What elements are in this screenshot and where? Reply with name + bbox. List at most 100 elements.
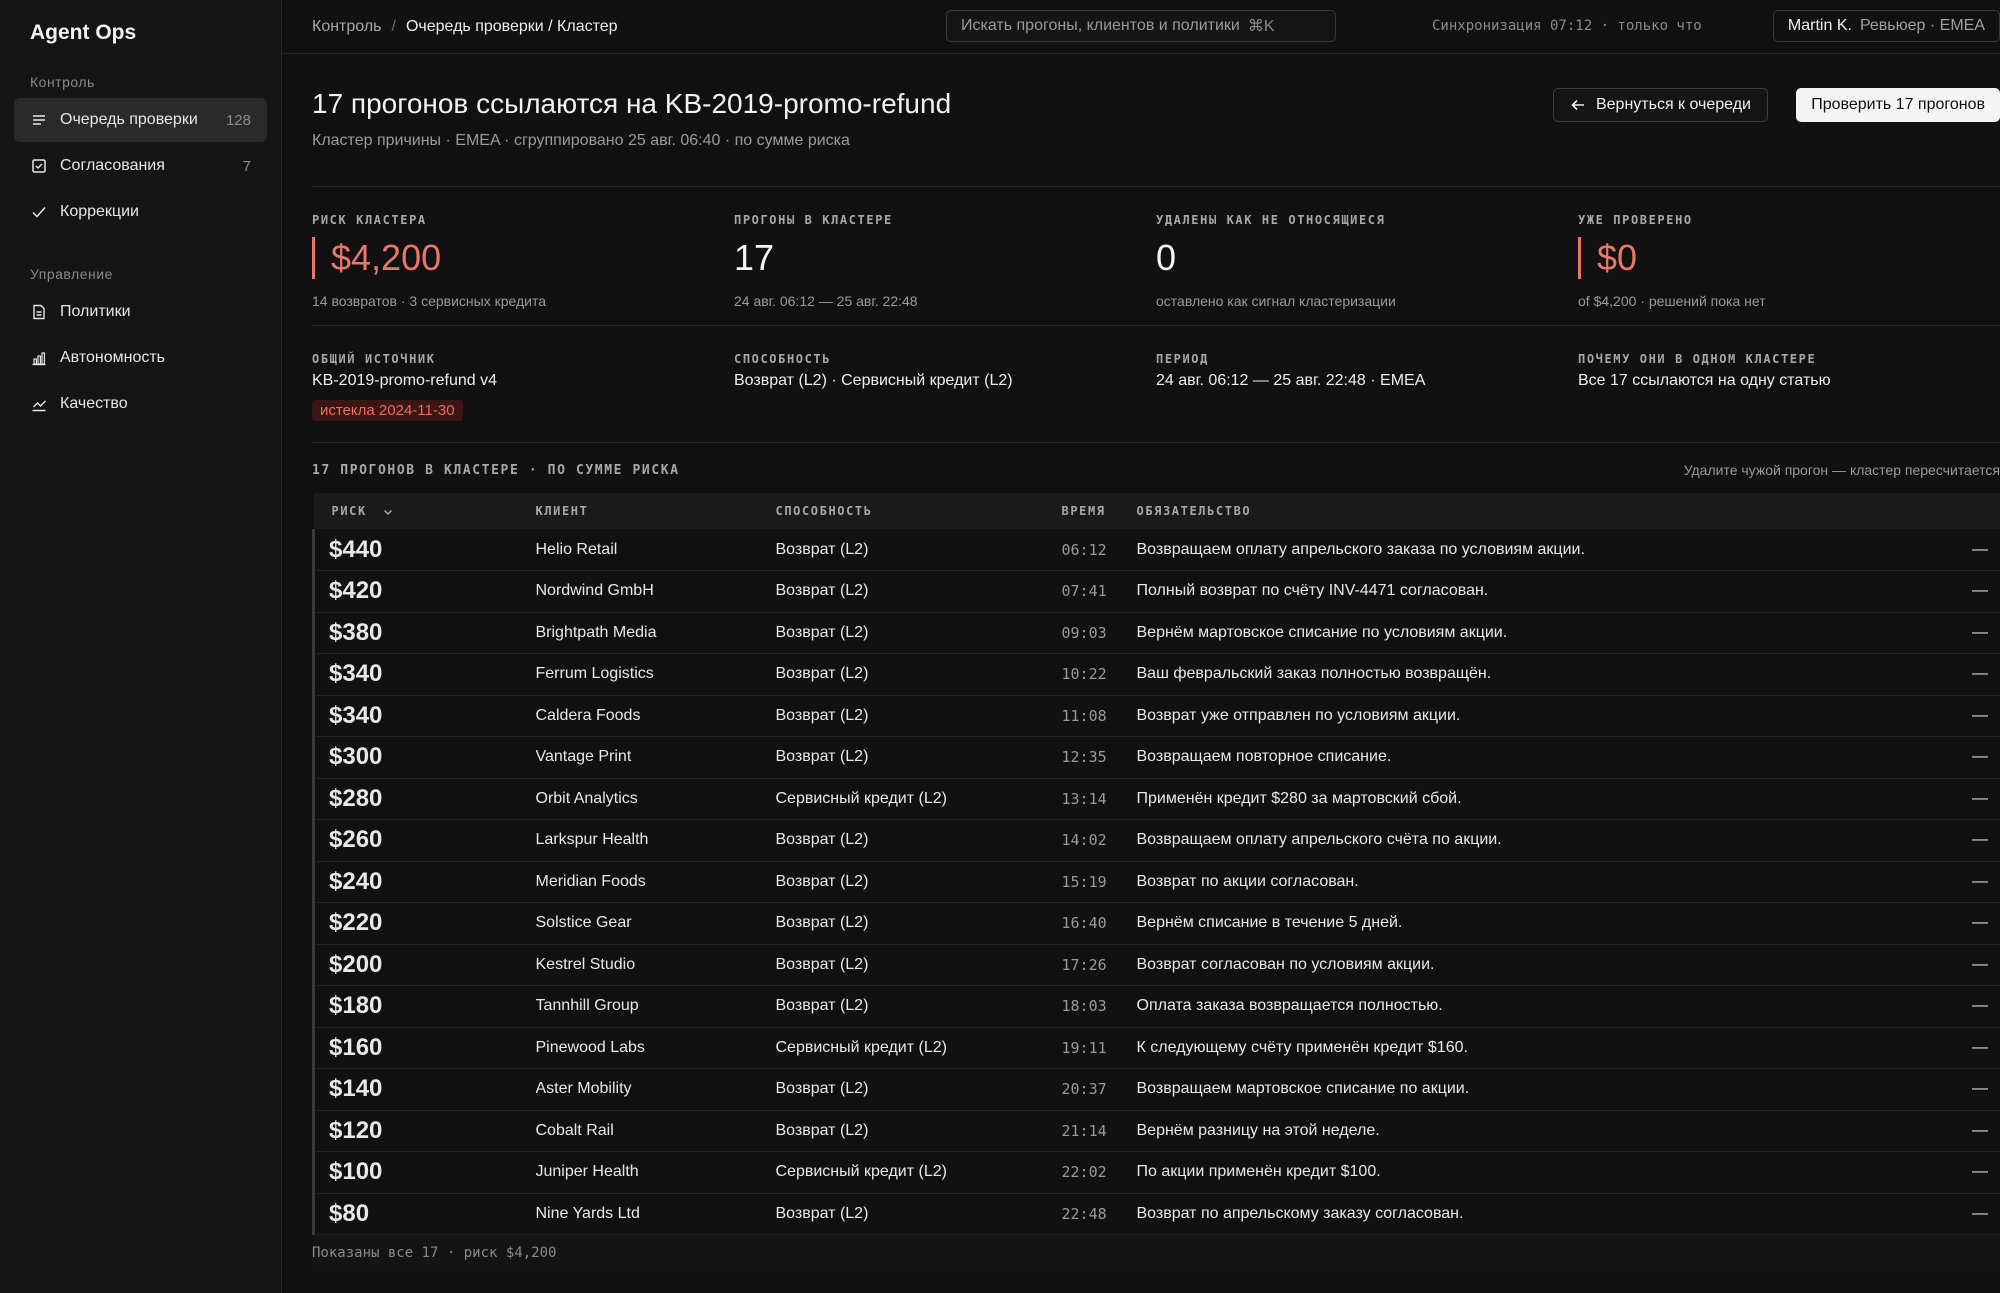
client-cell: Cobalt Rail bbox=[535, 1121, 614, 1139]
sidebar-item-label: Коррекции bbox=[60, 203, 139, 220]
time-cell: 15:19 bbox=[1061, 872, 1107, 891]
capability-cell: Возврат (L2) bbox=[775, 914, 869, 932]
remove-run-button[interactable]: — bbox=[1972, 789, 1988, 807]
stat-runs-in-cluster: ПРОГОНЫ В КЛАСТЕРЕ 17 24 авг. 06:12 — 25… bbox=[734, 187, 1156, 325]
table-row[interactable]: $440 Helio Retail Возврат (L2) 06:12 Возвращ… bbox=[312, 529, 2000, 571]
table-row[interactable]: $180 Tannhill Group Возврат (L2) 18:03 Оплат… bbox=[312, 985, 2000, 1027]
stat-note: of $4,200 · решений пока нет bbox=[1578, 293, 1766, 309]
table-row[interactable]: $80 Nine Yards Ltd Возврат (L2) 22:48 Возвра… bbox=[312, 1193, 2000, 1235]
commitment-cell: Вернём мартовское списание по условиям а… bbox=[1136, 623, 1508, 641]
search-input[interactable]: Искать прогоны, клиентов и политики ⌘K bbox=[946, 10, 1336, 42]
remove-run-button[interactable]: — bbox=[1972, 872, 1988, 890]
table-row[interactable]: $280 Orbit Analytics Сервисный кредит (L2)… bbox=[312, 778, 2000, 820]
table-row[interactable]: $240 Meridian Foods Возврат (L2) 15:19 Возвр… bbox=[312, 861, 2000, 903]
user-menu[interactable]: Martin K. Ревьюер · EMEA bbox=[1772, 10, 2000, 42]
risk-cell: $80 bbox=[312, 1193, 536, 1235]
search-shortcut: ⌘K bbox=[1247, 18, 1275, 35]
risk-cell: $340 bbox=[312, 653, 536, 695]
table-footer: Показаны все 17 · риск $4,200 bbox=[312, 1235, 2000, 1271]
table-row[interactable]: $340 Ferrum Logistics Возврат (L2) 10:22 Ваш… bbox=[312, 653, 2000, 695]
table-row[interactable]: $160 Pinewood Labs Сервисный кредит (L2) 19… bbox=[312, 1027, 2000, 1069]
column-capability: СПОСОБНОСТЬ bbox=[775, 504, 873, 518]
user-name: Martin K. bbox=[1787, 17, 1852, 34]
sidebar-item-corrections[interactable]: Коррекции bbox=[14, 190, 267, 234]
risk-cell: $180 bbox=[312, 985, 536, 1027]
time-cell: 14:02 bbox=[1061, 831, 1107, 850]
remove-run-button[interactable]: — bbox=[1972, 914, 1988, 932]
meta-value: Возврат (L2) · Сервисный кредит (L2) bbox=[734, 372, 1013, 389]
remove-run-button[interactable]: — bbox=[1972, 955, 1988, 973]
risk-cell: $280 bbox=[312, 778, 536, 820]
risk-cell: $100 bbox=[312, 1151, 536, 1193]
risk-cell: $220 bbox=[312, 902, 536, 944]
time-cell: 16:40 bbox=[1061, 914, 1107, 933]
risk-cell: $120 bbox=[312, 1110, 536, 1152]
remove-run-button[interactable]: — bbox=[1972, 665, 1988, 683]
table-row[interactable]: $100 Juniper Health Сервисный кредит (L2) 2… bbox=[312, 1151, 2000, 1193]
remove-run-button[interactable]: — bbox=[1972, 1163, 1988, 1181]
remove-run-button[interactable]: — bbox=[1972, 1080, 1988, 1098]
table-row[interactable]: $260 Larkspur Health Возврат (L2) 14:02 Возв… bbox=[312, 819, 2000, 861]
sidebar-item-quality[interactable]: Качество bbox=[14, 382, 267, 426]
topbar: Контроль / Очередь проверки / Кластер Ис… bbox=[282, 0, 2000, 54]
remove-run-button[interactable]: — bbox=[1972, 1038, 1988, 1056]
sidebar-item-autonomy[interactable]: Автономность bbox=[14, 336, 267, 380]
capability-cell: Возврат (L2) bbox=[775, 706, 869, 724]
column-risk-sort[interactable]: РИСК bbox=[314, 493, 536, 529]
brand-logo: Agent Ops bbox=[30, 21, 137, 44]
remove-run-button[interactable]: — bbox=[1972, 997, 1988, 1015]
risk-cell: $340 bbox=[312, 695, 536, 737]
risk-cell: $440 bbox=[312, 529, 536, 571]
table-row[interactable]: $120 Cobalt Rail Возврат (L2) 21:14 Вернём р… bbox=[312, 1110, 2000, 1152]
table-row[interactable]: $380 Brightpath Media Возврат (L2) 09:03 Вер… bbox=[312, 612, 2000, 654]
remove-run-button[interactable]: — bbox=[1972, 748, 1988, 766]
time-cell: 13:14 bbox=[1061, 789, 1107, 808]
time-cell: 22:02 bbox=[1061, 1163, 1107, 1182]
sidebar-item-label: Согласования bbox=[60, 157, 165, 174]
back-to-queue-button[interactable]: Вернуться к очереди bbox=[1552, 88, 1768, 122]
table-row[interactable]: $200 Kestrel Studio Возврат (L2) 17:26 Возвр… bbox=[312, 944, 2000, 986]
risk-cell: $240 bbox=[312, 861, 536, 903]
sidebar-item-policies[interactable]: Политики bbox=[14, 290, 267, 334]
capability-cell: Возврат (L2) bbox=[775, 955, 869, 973]
sync-status: Синхронизация 07:12 · только что bbox=[1432, 18, 1702, 34]
remove-run-button[interactable]: — bbox=[1972, 1121, 1988, 1139]
remove-run-button[interactable]: — bbox=[1972, 582, 1988, 600]
review-runs-button[interactable]: Проверить 17 прогонов bbox=[1796, 88, 2000, 122]
remove-run-button[interactable]: — bbox=[1972, 706, 1988, 724]
sidebar-item-review-queue[interactable]: Очередь проверки 128 bbox=[14, 98, 267, 142]
checkbox-icon bbox=[30, 157, 48, 175]
remove-run-button[interactable]: — bbox=[1972, 623, 1988, 641]
sidebar-item-count: 7 bbox=[242, 157, 251, 175]
search-placeholder: Искать прогоны, клиентов и политики bbox=[961, 17, 1240, 34]
stat-note: 14 возвратов · 3 сервисных кредита bbox=[312, 293, 547, 309]
stat-value: $4,200 bbox=[312, 237, 734, 279]
client-cell: Helio Retail bbox=[535, 540, 618, 558]
table-row[interactable]: $340 Caldera Foods Возврат (L2) 11:08 Возвра… bbox=[312, 695, 2000, 737]
meta-value: 24 авг. 06:12 — 25 авг. 22:48 · EMEA bbox=[1156, 372, 1426, 389]
risk-cell: $200 bbox=[312, 944, 536, 986]
stat-note: 24 авг. 06:12 — 25 авг. 22:48 bbox=[734, 293, 918, 309]
stat-cluster-risk: РИСК КЛАСТЕРА $4,200 14 возвратов · 3 се… bbox=[312, 187, 734, 325]
commitment-cell: Возвращаем оплату апрельского счёта по а… bbox=[1136, 831, 1502, 849]
footer-summary: Показаны все 17 · риск $4,200 bbox=[312, 1245, 557, 1261]
breadcrumb-root[interactable]: Контроль bbox=[312, 17, 382, 35]
table-row[interactable]: $300 Vantage Print Возврат (L2) 12:35 Возвра… bbox=[312, 736, 2000, 778]
sidebar-item-approvals[interactable]: Согласования 7 bbox=[14, 144, 267, 188]
remove-run-button[interactable]: — bbox=[1972, 831, 1988, 849]
capability-cell: Возврат (L2) bbox=[775, 665, 869, 683]
table-row[interactable]: $420 Nordwind GmbH Возврат (L2) 07:41 Полный… bbox=[312, 570, 2000, 612]
meta-source: ОБЩИЙ ИСТОЧНИК KB-2019-promo-refund v4 и… bbox=[312, 326, 734, 442]
remove-run-button[interactable]: — bbox=[1972, 540, 1988, 558]
table-row[interactable]: $220 Solstice Gear Возврат (L2) 16:40 Вернём… bbox=[312, 902, 2000, 944]
commitment-cell: Полный возврат по счёту INV-4471 согласо… bbox=[1136, 582, 1489, 600]
stat-already-reviewed: УЖЕ ПРОВЕРЕНО $0 of $4,200 · решений пок… bbox=[1578, 187, 2000, 325]
time-cell: 12:35 bbox=[1061, 748, 1107, 767]
commitment-cell: Оплата заказа возвращается полностью. bbox=[1136, 997, 1443, 1015]
sidebar-item-label: Очередь проверки bbox=[60, 111, 198, 128]
risk-cell: $160 bbox=[312, 1027, 536, 1069]
client-cell: Orbit Analytics bbox=[535, 789, 638, 807]
table-row[interactable]: $140 Aster Mobility Возврат (L2) 20:37 Возвр… bbox=[312, 1068, 2000, 1110]
content: 17 прогонов ссылаются на KB-2019-promo-r… bbox=[282, 54, 2000, 1271]
remove-run-button[interactable]: — bbox=[1972, 1204, 1988, 1222]
